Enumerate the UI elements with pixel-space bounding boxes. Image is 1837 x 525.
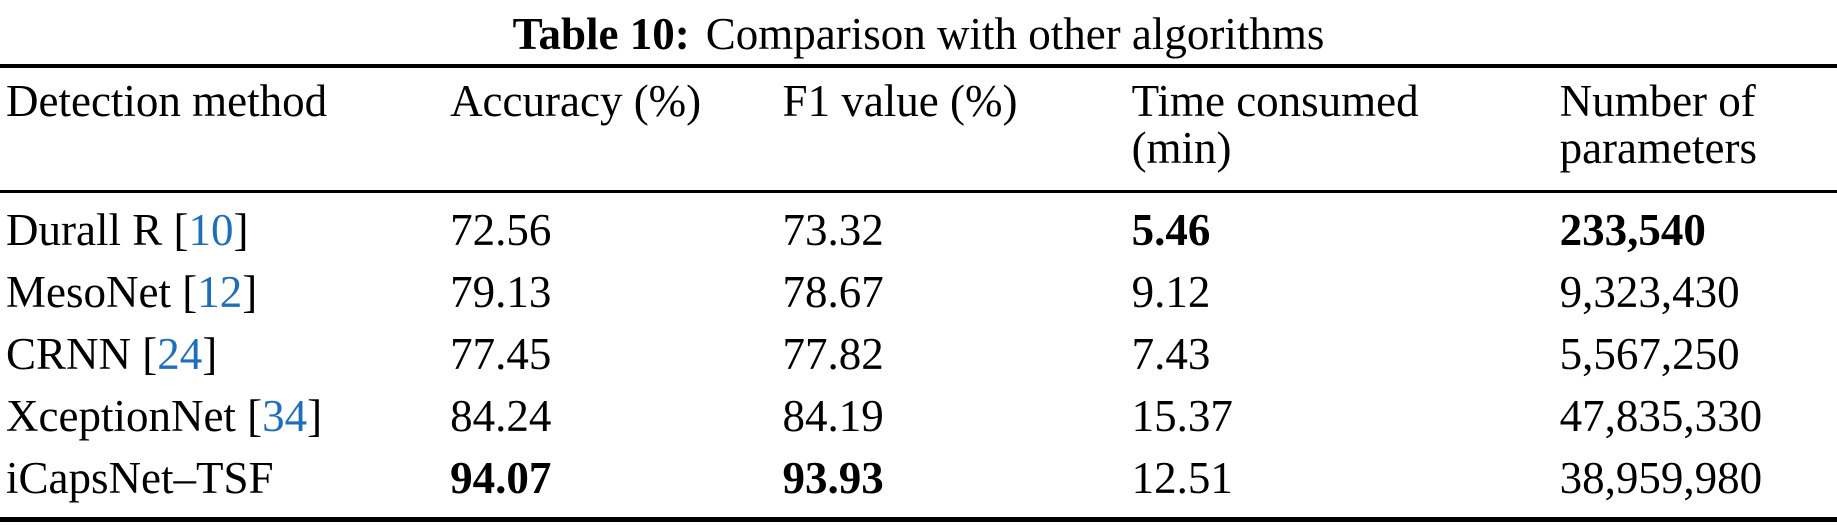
method-name: iCapsNet–TSF <box>6 453 274 503</box>
params-cell: 5,567,250 <box>1559 329 1740 379</box>
accuracy-cell: 72.56 <box>450 205 552 255</box>
params-cell: 38,959,980 <box>1559 453 1763 503</box>
table-row: CRNN [24] 77.45 77.82 7.43 5,567,250 <box>0 323 1837 385</box>
accuracy-cell: 77.45 <box>450 329 552 379</box>
citation-link[interactable]: 24 <box>157 329 203 379</box>
table-row: XceptionNet [34] 84.24 84.19 15.37 47,835,33… <box>0 385 1837 447</box>
col-header-number-of-parameters: Number of parameters <box>1559 66 1837 193</box>
table-row: MesoNet [12] 79.13 78.67 9.12 9,323,430 <box>0 261 1837 323</box>
f1-cell: 73.32 <box>782 205 884 255</box>
header-line: Number of <box>1559 76 1756 126</box>
method-cell: Durall R [10] <box>6 205 249 255</box>
col-header-time-consumed: Time consumed (min) <box>1131 66 1560 193</box>
method-name: Durall R <box>6 205 163 255</box>
time-cell: 7.43 <box>1131 329 1211 379</box>
header-line: F1 value (%) <box>782 76 1018 126</box>
table-body: Durall R [10] 72.56 73.32 5.46 233,540 MesoNe… <box>0 192 1837 520</box>
method-cell: iCapsNet–TSF <box>0 447 450 520</box>
header-row: Detection method Accuracy (%) F1 value (… <box>0 66 1837 193</box>
citation-link[interactable]: 12 <box>197 267 243 317</box>
method-name: MesoNet <box>6 267 171 317</box>
citation-link[interactable]: 10 <box>188 205 234 255</box>
table-caption-label: Table 10: <box>512 9 690 59</box>
params-cell: 233,540 <box>1559 205 1706 255</box>
method-name: CRNN <box>6 329 132 379</box>
col-header-detection-method: Detection method <box>0 66 451 193</box>
f1-cell: 84.19 <box>782 391 884 441</box>
table-caption-text: Comparison with other algorithms <box>705 9 1325 59</box>
f1-cell: 78.67 <box>782 267 884 317</box>
comparison-table: Detection method Accuracy (%) F1 value (… <box>0 64 1837 522</box>
params-cell: 47,835,330 <box>1559 391 1763 441</box>
header-line: (min) <box>1131 123 1232 173</box>
col-header-accuracy: Accuracy (%) <box>450 66 783 193</box>
accuracy-cell: 84.24 <box>450 391 552 441</box>
time-cell: 9.12 <box>1131 267 1211 317</box>
table-row: Durall R [10] 72.56 73.32 5.46 233,540 <box>0 192 1837 262</box>
method-cell: CRNN [24] <box>6 329 218 379</box>
f1-cell: 77.82 <box>782 329 884 379</box>
accuracy-cell: 79.13 <box>450 267 552 317</box>
method-name: XceptionNet <box>6 391 236 441</box>
table-header: Detection method Accuracy (%) F1 value (… <box>0 66 1837 193</box>
header-line: Time consumed <box>1131 76 1419 126</box>
time-cell: 5.46 <box>1131 205 1211 255</box>
header-line: parameters <box>1559 123 1757 173</box>
f1-cell: 93.93 <box>782 453 884 503</box>
table-row: iCapsNet–TSF 94.07 93.93 12.51 38,959,980 <box>0 447 1837 520</box>
table-caption: Table 10: Comparison with other algorithm… <box>0 0 1837 64</box>
citation-link[interactable]: 34 <box>262 391 308 441</box>
accuracy-cell: 94.07 <box>450 453 552 503</box>
time-cell: 15.37 <box>1131 391 1233 441</box>
time-cell: 12.51 <box>1131 453 1233 503</box>
method-cell: XceptionNet [34] <box>6 391 323 441</box>
header-line: Detection method <box>6 76 328 126</box>
params-cell: 9,323,430 <box>1559 267 1740 317</box>
col-header-f1-value: F1 value (%) <box>782 66 1132 193</box>
method-cell: MesoNet [12] <box>6 267 258 317</box>
header-line: Accuracy (%) <box>450 76 702 126</box>
